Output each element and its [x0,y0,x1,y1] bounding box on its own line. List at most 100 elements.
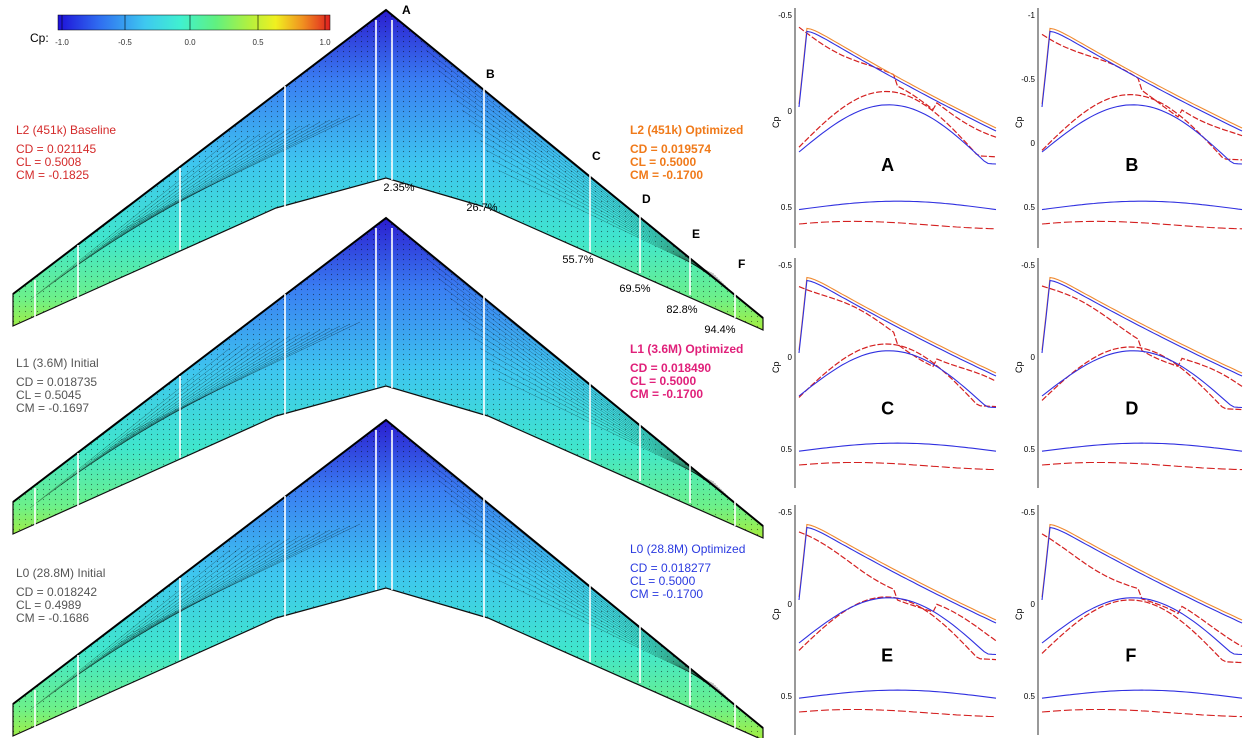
case-cd: CD = 0.018277 [630,561,712,575]
cp-tick: 0 [788,107,793,116]
airfoil-lower [1041,708,1243,718]
case-block-right: L2 (451k) Optimized CD = 0.019574 CL = 0.5… [630,124,743,182]
case-cm: CM = -0.1700 [630,587,704,601]
station-percent: 82.8% [666,304,697,316]
cp-upper-orange [798,523,997,621]
cp-tick: 0 [788,353,793,362]
panel-letter: A [881,155,894,175]
colorbar-label: Cp: [30,31,49,45]
colorbar-tick: 0.5 [252,38,264,47]
cp-lower-red [798,90,997,158]
case-cm: CM = -0.1825 [16,168,90,182]
colorbar-tick: -0.5 [118,38,132,47]
case-block-left: L2 (451k) Baseline CD = 0.021145 CL = 0.50… [16,124,116,182]
cp-upper-orange [1041,276,1243,374]
cp-upper-red [1041,533,1243,647]
cp-axis-label: Cp [771,116,781,128]
case-cl: CL = 0.5000 [630,155,697,169]
colorbar-tick: 1.0 [319,38,331,47]
station-labels: A 2.35% B 26.7% C 55.7% D 69.5% E 82.8% F 94.4% [383,3,745,336]
case-block-right: L0 (28.8M) Optimized CD = 0.018277 CL = 0.… [630,543,745,601]
station-letter: C [592,149,601,163]
panel-letter: B [1125,155,1138,175]
case-cd: CD = 0.018242 [16,585,98,599]
case-cl: CL = 0.5008 [16,155,82,169]
case-cl: CL = 0.5000 [630,374,697,388]
cp-axis-label: Cp [1014,361,1024,373]
case-title: L2 (451k) Baseline [16,123,117,137]
cp-tick: -0.5 [1021,508,1035,517]
wing-contour-figure: Cp: -1.0 -0.5 0.0 0.5 1.0 A 2.35% B 26.7% C 55.7%… [12,3,764,738]
cp-tick: 0.5 [1024,203,1036,212]
case-cm: CM = -0.1700 [630,168,704,182]
cp-upper-orange [1041,523,1243,621]
case-title: L1 (3.6M) Initial [16,356,99,370]
airfoil-upper [798,200,997,211]
case-block-right: L1 (3.6M) Optimized CD = 0.018490 CL = 0.5… [630,343,743,401]
colorbar [57,14,331,31]
cp-tick: -0.5 [778,261,792,270]
cp-tick: -0.5 [1021,261,1035,270]
airfoil-upper [798,442,997,452]
colorbar-ticks: -1.0 -0.5 0.0 0.5 1.0 [55,15,331,47]
wing-planform [12,8,764,331]
panel-letter: D [1125,398,1138,418]
case-cl: CL = 0.5045 [16,388,82,402]
cp-lower-red [1041,346,1243,411]
case-title: L1 (3.6M) Optimized [630,342,744,356]
cp-upper-red [798,531,997,642]
case-cl: CL = 0.5000 [630,574,696,588]
cp-upper-orange [798,27,997,129]
station-letter: E [692,227,700,241]
cp-lower-blue [1041,597,1243,656]
cp-tick: -0.5 [1021,75,1035,84]
cp-tick: -0.5 [778,508,792,517]
airfoil-lower [1041,220,1243,230]
cp-upper-blue [1041,30,1243,132]
case-cm: CM = -0.1686 [16,611,90,625]
cp-upper-red [1041,285,1243,387]
cp-lower-blue [798,104,997,165]
cp-tick: -0.5 [778,11,792,20]
station-letter: F [738,257,745,271]
airfoil-lower [1041,461,1243,471]
wing-planform [12,418,764,738]
case-cm: CM = -0.1697 [16,401,90,415]
case-cd: CD = 0.018490 [630,361,712,375]
airfoil-upper [798,689,997,699]
colorbar-tick: 0.0 [184,38,196,47]
cp-lower-blue [1041,350,1243,409]
case-cd: CD = 0.021145 [16,142,97,156]
cp-upper-blue [1041,526,1243,624]
wing-planform [12,216,764,539]
cp-tick: 0.5 [1024,692,1036,701]
cp-lower-red [798,343,997,408]
cp-tick: -1 [1028,11,1036,20]
cp-tick: 0 [1031,353,1036,362]
case-cl: CL = 0.4989 [16,598,82,612]
cp-lower-blue [1041,104,1243,165]
cp-tick: 0.5 [1024,445,1036,454]
cp-upper-red [798,286,997,382]
station-percent: 55.7% [562,254,593,266]
station-percent: 94.4% [704,324,735,336]
cp-upper-blue [798,279,997,377]
cp-lower-red [1041,599,1243,664]
cp-panel-A: Cp -0.5 0 0.5 A [771,8,997,248]
airfoil-upper [1041,689,1243,699]
cp-upper-orange [1041,27,1243,129]
cp-axis-label: Cp [1014,608,1024,620]
cp-axis-label: Cp [1014,116,1024,128]
cp-tick: 0.5 [781,203,793,212]
station-percent: 69.5% [619,283,650,295]
case-cm: CM = -0.1700 [630,387,704,401]
case-title: L2 (451k) Optimized [630,123,744,137]
cp-panels: Cp -0.5 0 0.5 A Cp -1 -0.5 0 0.5 B Cp -0.5 0 0.5 C Cp -0.… [771,8,1243,735]
case-title: L0 (28.8M) Optimized [630,542,746,556]
case-block-left: L1 (3.6M) Initial CD = 0.018735 CL = 0.504… [16,357,99,415]
cp-panel-F: Cp -0.5 0 0.5 F [1014,505,1243,735]
airfoil-upper [1041,200,1243,211]
cp-upper-blue [1041,279,1243,377]
cp-upper-blue [798,526,997,624]
station-letter: B [486,67,495,81]
